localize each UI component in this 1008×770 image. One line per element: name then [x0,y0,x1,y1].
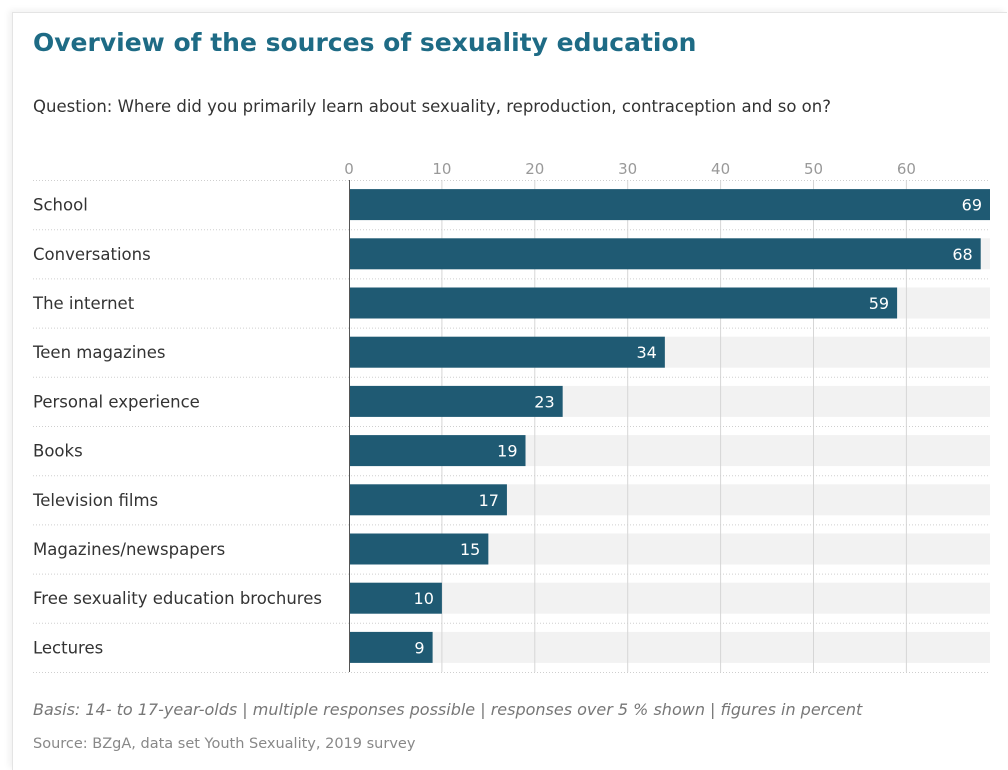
x-tick-label: 60 [897,160,916,178]
x-tick-label: 40 [711,160,730,178]
data-label: 19 [497,442,517,461]
bar [349,484,507,516]
survey-question: Question: Where did you primarily learn … [33,97,831,116]
data-label: 59 [869,294,889,313]
data-label: 15 [460,540,480,559]
source-note: Source: BZgA, data set Youth Sexuality, … [33,736,416,752]
x-tick-label: 0 [344,160,354,178]
category-label: Free sexuality education brochures [33,589,322,608]
data-label: 10 [414,589,434,608]
category-label: Television films [32,491,158,510]
bar [349,385,563,417]
bar [349,287,898,319]
x-tick-label: 20 [525,160,544,178]
x-tick-label: 30 [618,160,637,178]
category-label: Lectures [33,638,103,657]
bar-track [349,631,990,663]
basis-note: Basis: 14- to 17-year-olds | multiple re… [33,700,863,719]
chart-title: Overview of the sources of sexuality edu… [33,28,697,57]
category-label: The internet [32,294,135,313]
bar [349,238,981,270]
bar [349,582,442,614]
x-tick-label: 10 [432,160,451,178]
bar [349,435,526,467]
category-label: Books [33,442,83,461]
data-label: 34 [636,343,656,362]
bar [349,631,433,663]
bar [349,189,990,221]
x-tick-label: 50 [804,160,823,178]
data-label: 68 [952,245,972,264]
bar [349,336,665,368]
data-label: 9 [414,638,424,657]
data-label: 23 [534,392,554,411]
bar [349,533,489,565]
category-label: Magazines/newspapers [33,540,225,559]
category-label: Conversations [33,245,151,264]
bar-track [349,582,990,614]
data-label: 69 [962,196,982,215]
category-label: Teen magazines [32,343,166,362]
category-label: School [33,196,88,215]
data-label: 17 [479,491,499,510]
category-label: Personal experience [33,392,200,411]
